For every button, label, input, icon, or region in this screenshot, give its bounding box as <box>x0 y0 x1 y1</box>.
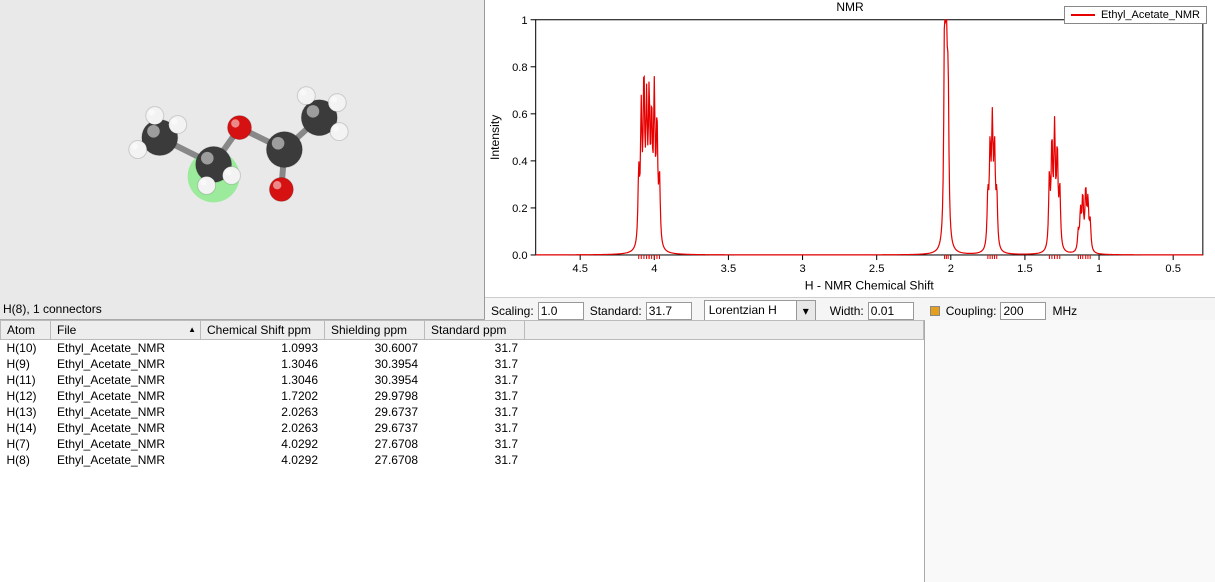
svg-text:0.6: 0.6 <box>512 109 528 121</box>
chevron-down-icon: ▾ <box>803 304 809 318</box>
svg-text:3: 3 <box>799 263 805 275</box>
col-header[interactable]: Shielding ppm <box>325 321 425 340</box>
svg-text:2: 2 <box>948 263 954 275</box>
svg-text:1: 1 <box>521 15 527 27</box>
legend-label: Ethyl_Acetate_NMR <box>1101 9 1200 21</box>
legend-swatch <box>1071 14 1095 16</box>
coupling-input[interactable] <box>1000 302 1046 320</box>
plot-canvas[interactable]: 4.5 4 3.5 3 2.5 2 1.5 1 0.5 0.0 0.2 0.4 0.6 0.8 1 H - N… <box>485 0 1215 297</box>
col-header[interactable]: Chemical Shift ppm <box>201 321 325 340</box>
svg-text:4.5: 4.5 <box>572 263 588 275</box>
standard-label: Standard: <box>590 304 642 318</box>
svg-text:3.5: 3.5 <box>721 263 737 275</box>
col-header[interactable]: Atom <box>1 321 51 340</box>
molecule-canvas[interactable] <box>0 0 484 319</box>
side-pane <box>925 320 1215 582</box>
table-row[interactable]: H(10)Ethyl_Acetate_NMR1.099330.600731.7 <box>1 340 924 357</box>
plot-panel: NMR Ethyl_Acetate_NMR 4.5 4 3.5 3 2.5 2 1.5 1 0.… <box>485 0 1215 319</box>
coupling-checkbox[interactable] <box>930 306 940 316</box>
lineshape-combo[interactable]: Lorentzian H ▾ <box>704 300 816 322</box>
svg-text:4: 4 <box>651 263 657 275</box>
width-input[interactable] <box>868 302 914 320</box>
nmr-data-table[interactable]: AtomFile▲Chemical Shift ppmShielding ppm… <box>0 320 924 468</box>
svg-text:0.2: 0.2 <box>512 203 528 215</box>
coupling-label: Coupling: <box>946 304 997 318</box>
col-header[interactable]: Standard ppm <box>425 321 525 340</box>
svg-text:H - NMR Chemical Shift: H - NMR Chemical Shift <box>805 278 935 292</box>
data-table-pane[interactable]: AtomFile▲Chemical Shift ppmShielding ppm… <box>0 320 925 582</box>
molecule-status: H(8), 1 connectors <box>3 302 102 316</box>
svg-text:2.5: 2.5 <box>869 263 885 275</box>
coupling-unit: MHz <box>1052 304 1077 318</box>
table-row[interactable]: H(11)Ethyl_Acetate_NMR1.304630.395431.7 <box>1 372 924 388</box>
plot-title: NMR <box>836 0 863 14</box>
nmr-plot[interactable]: NMR Ethyl_Acetate_NMR 4.5 4 3.5 3 2.5 2 1.5 1 0.… <box>485 0 1215 297</box>
molecule-viewer[interactable]: H(8), 1 connectors <box>0 0 485 319</box>
svg-text:1: 1 <box>1096 263 1102 275</box>
standard-input[interactable] <box>646 302 692 320</box>
table-row[interactable]: H(12)Ethyl_Acetate_NMR1.720229.979831.7 <box>1 388 924 404</box>
lineshape-value: Lorentzian H <box>704 300 796 322</box>
table-row[interactable]: H(8)Ethyl_Acetate_NMR4.029227.670831.7 <box>1 452 924 468</box>
table-row[interactable]: H(9)Ethyl_Acetate_NMR1.304630.395431.7 <box>1 356 924 372</box>
table-row[interactable]: H(14)Ethyl_Acetate_NMR2.026329.673731.7 <box>1 420 924 436</box>
scaling-input[interactable] <box>538 302 584 320</box>
scaling-label: Scaling: <box>491 304 534 318</box>
svg-text:0.8: 0.8 <box>512 62 528 74</box>
svg-text:0.4: 0.4 <box>512 156 528 168</box>
sort-arrow-icon: ▲ <box>188 325 196 334</box>
svg-text:Intensity: Intensity <box>488 114 502 160</box>
width-label: Width: <box>830 304 864 318</box>
svg-text:0.0: 0.0 <box>512 250 528 262</box>
svg-text:0.5: 0.5 <box>1165 263 1181 275</box>
plot-legend: Ethyl_Acetate_NMR <box>1064 6 1207 24</box>
lineshape-dropdown-button[interactable]: ▾ <box>796 300 816 322</box>
table-row[interactable]: H(13)Ethyl_Acetate_NMR2.026329.673731.7 <box>1 404 924 420</box>
table-row[interactable]: H(7)Ethyl_Acetate_NMR4.029227.670831.7 <box>1 436 924 452</box>
col-header[interactable]: File▲ <box>51 321 201 340</box>
svg-text:1.5: 1.5 <box>1017 263 1032 275</box>
